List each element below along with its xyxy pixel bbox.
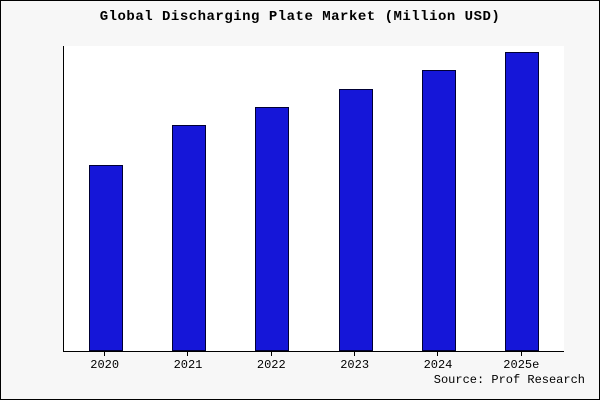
tick-mark [270, 352, 272, 356]
bar-2023 [338, 88, 373, 351]
x-tick-label: 2023 [340, 358, 370, 372]
bar-slot [231, 46, 314, 351]
x-tick: 2021 [146, 352, 229, 372]
bar-slot [314, 46, 397, 351]
x-tick: 2023 [313, 352, 396, 372]
bar-slot [147, 46, 230, 351]
bar-2025e [505, 52, 540, 351]
tick-mark [187, 352, 189, 356]
tick-mark [437, 352, 439, 356]
x-tick: 2022 [230, 352, 313, 372]
bar-2024 [421, 70, 456, 351]
x-tick: 2025e [480, 352, 563, 372]
plot-area [63, 46, 564, 352]
bar-2020 [88, 164, 123, 351]
tick-mark [520, 352, 522, 356]
x-tick-label: 2022 [256, 358, 286, 372]
x-tick: 2024 [396, 352, 479, 372]
tick-mark [104, 352, 106, 356]
x-tick: 2020 [63, 352, 146, 372]
bars-row [64, 46, 564, 351]
bar-2021 [171, 125, 206, 351]
x-tick-label: 2021 [173, 358, 203, 372]
bar-2022 [255, 107, 290, 351]
bar-slot [481, 46, 564, 351]
x-axis-labels: 2020 2021 2022 2023 2024 2025e [63, 352, 563, 372]
bar-slot [64, 46, 147, 351]
bar-slot [397, 46, 480, 351]
x-tick-label: 2025e [503, 358, 540, 372]
source-note: Source: Prof Research [433, 373, 585, 387]
tick-mark [354, 352, 356, 356]
x-tick-label: 2020 [90, 358, 120, 372]
chart-title: Global Discharging Plate Market (Million… [99, 9, 501, 25]
x-tick-label: 2024 [423, 358, 453, 372]
